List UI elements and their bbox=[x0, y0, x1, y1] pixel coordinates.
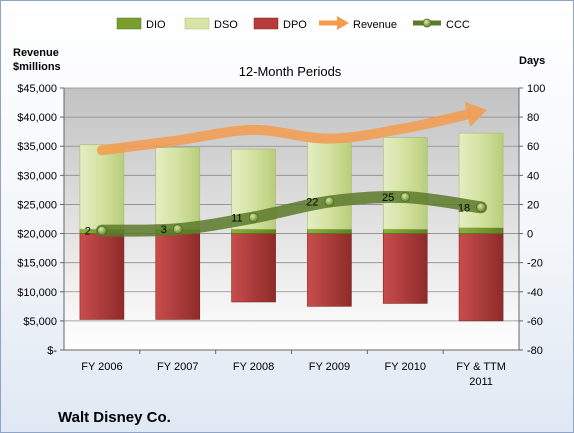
right-tick-label: -60 bbox=[527, 316, 543, 328]
legend-swatch-dpo bbox=[253, 17, 279, 30]
legend-label-dpo: DPO bbox=[283, 19, 307, 31]
right-tick-label: -20 bbox=[527, 258, 543, 270]
left-tick-label: $45,000 bbox=[17, 83, 57, 95]
ccc-data-label: 25 bbox=[382, 192, 394, 204]
ccc-data-label: 22 bbox=[306, 197, 318, 209]
dio-bar bbox=[231, 228, 276, 234]
right-axis-title: Days bbox=[519, 55, 545, 67]
legend-swatch-dio bbox=[116, 17, 142, 30]
left-tick-label: $5,000 bbox=[23, 316, 57, 328]
ccc-point bbox=[324, 196, 335, 207]
chart-title: 12-Month Periods bbox=[239, 64, 342, 79]
dio-bar bbox=[458, 227, 504, 234]
ccc-data-label: 3 bbox=[161, 224, 167, 236]
dso-bar bbox=[382, 137, 428, 230]
ccc-data-label: 18 bbox=[458, 202, 470, 214]
ccc-point bbox=[172, 224, 183, 235]
dso-bar bbox=[155, 147, 201, 230]
legend-label-dso: DSO bbox=[214, 19, 238, 31]
company-name: Walt Disney Co. bbox=[58, 409, 171, 426]
revenue-arrowhead bbox=[464, 101, 487, 127]
left-axis-ticks: $- $5,000 $10,000 $15,000 $20,000 $25,000 $30,… bbox=[17, 83, 64, 357]
ccc-point bbox=[476, 202, 486, 213]
ccc-point bbox=[248, 212, 259, 223]
left-tick-label: $10,000 bbox=[17, 287, 57, 299]
dio-bar bbox=[307, 228, 352, 234]
bars bbox=[79, 132, 504, 322]
category-sublabel: 2011 bbox=[469, 376, 493, 388]
dpo-bar bbox=[307, 233, 352, 307]
right-tick-label: -80 bbox=[527, 345, 543, 357]
dpo-bar bbox=[231, 233, 276, 303]
category-label: FY 2010 bbox=[385, 361, 426, 373]
right-tick-label: 40 bbox=[527, 170, 539, 182]
dpo-bar bbox=[382, 233, 428, 304]
ccc-data-label: 2 bbox=[85, 226, 91, 238]
category-label: FY 2006 bbox=[81, 361, 122, 373]
left-tick-label: $15,000 bbox=[17, 258, 57, 270]
dio-bar bbox=[382, 228, 428, 234]
left-tick-label: $30,000 bbox=[17, 170, 57, 182]
right-tick-label: 60 bbox=[527, 141, 539, 153]
legend-label-revenue: Revenue bbox=[353, 19, 397, 31]
left-tick-label: $20,000 bbox=[17, 229, 57, 241]
category-label: FY & TTM bbox=[456, 361, 506, 373]
left-axis-title-line1: Revenue bbox=[13, 47, 59, 59]
plot-area bbox=[64, 88, 519, 350]
category-axis-labels: FY 2006 FY 2007 FY 2008 FY 2009 FY 2010 FY & … bbox=[81, 350, 506, 388]
dso-bar bbox=[307, 141, 352, 230]
legend-item-dpo: DPO bbox=[253, 17, 307, 31]
dso-bar bbox=[79, 144, 125, 230]
legend-item-dso: DSO bbox=[184, 17, 238, 31]
lines: 2 3 11 22 25 18 bbox=[85, 101, 488, 238]
left-tick-label: $40,000 bbox=[17, 112, 57, 124]
left-tick-label: $25,000 bbox=[17, 199, 57, 211]
legend-swatch-dso bbox=[184, 17, 210, 30]
left-tick-label: $35,000 bbox=[17, 141, 57, 153]
legend-item-ccc: CCC bbox=[413, 18, 470, 31]
ccc-point bbox=[97, 225, 107, 236]
right-tick-label: 0 bbox=[527, 229, 533, 241]
left-axis-title-line2: $millions bbox=[13, 61, 61, 73]
revenue-line bbox=[96, 109, 473, 156]
category-label: FY 2007 bbox=[157, 361, 198, 373]
dpo-bar bbox=[155, 233, 201, 320]
category-label: FY 2008 bbox=[233, 361, 274, 373]
ccc-line bbox=[95, 190, 488, 237]
right-tick-label: 80 bbox=[527, 112, 539, 124]
legend-label-ccc: CCC bbox=[446, 19, 470, 31]
right-axis-ticks: -80 -60 -40 -20 0 20 40 60 80 100 bbox=[519, 83, 545, 357]
right-tick-label: 20 bbox=[527, 199, 539, 211]
legend-label-dio: DIO bbox=[146, 19, 166, 31]
right-tick-label: 100 bbox=[527, 83, 545, 95]
ccc-data-label: 11 bbox=[231, 213, 242, 225]
right-tick-label: -40 bbox=[527, 287, 543, 299]
left-tick-label: $- bbox=[47, 345, 57, 357]
ccc-point bbox=[400, 192, 411, 203]
dpo-bar bbox=[458, 233, 504, 322]
legend-arrow-revenue bbox=[337, 16, 349, 30]
legend-item-dio: DIO bbox=[116, 17, 166, 31]
legend-dot-ccc bbox=[422, 18, 432, 28]
legend: DIO DSO DPO Revenue CCC bbox=[116, 16, 470, 31]
category-label: FY 2009 bbox=[309, 361, 350, 373]
dpo-bar bbox=[79, 233, 125, 320]
legend-item-revenue: Revenue bbox=[319, 16, 397, 31]
